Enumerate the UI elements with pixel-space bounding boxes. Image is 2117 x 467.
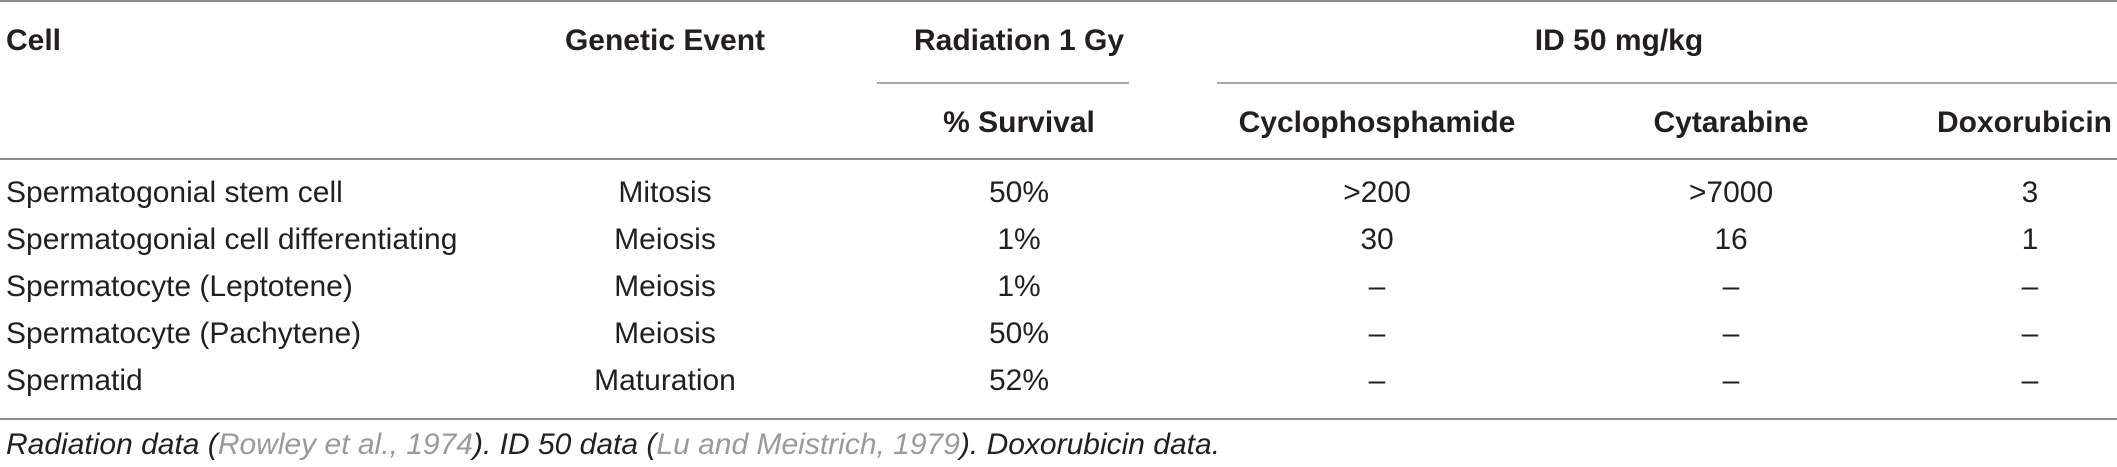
row-4-event: Meiosis bbox=[614, 317, 716, 350]
header-genetic-event: Genetic Event bbox=[564, 24, 766, 57]
header-bottom-rule bbox=[0, 158, 2117, 160]
row-4-cyclophosphamide: – bbox=[1368, 317, 1386, 350]
footnote-text-2: ). ID 50 data ( bbox=[472, 428, 657, 461]
row-4-doxorubicin: – bbox=[2021, 317, 2039, 350]
header-radiation: Radiation 1 Gy bbox=[913, 24, 1125, 57]
row-4-survival: 50% bbox=[988, 317, 1050, 350]
row-5-event: Maturation bbox=[594, 364, 736, 397]
row-2-event: Meiosis bbox=[614, 223, 716, 256]
header-cytarabine: Cytarabine bbox=[1653, 106, 1809, 139]
row-2-cell: Spermatogonial cell differentiating bbox=[6, 223, 458, 256]
row-3-doxorubicin: – bbox=[2021, 270, 2039, 303]
row-3-event: Meiosis bbox=[614, 270, 716, 303]
row-3-survival: 1% bbox=[997, 270, 1041, 303]
row-2-survival: 1% bbox=[997, 223, 1041, 256]
row-5-cytarabine: – bbox=[1722, 364, 1740, 397]
row-5-cyclophosphamide: – bbox=[1368, 364, 1386, 397]
table-bottom-rule bbox=[0, 418, 2117, 420]
id50-group-rule bbox=[1217, 82, 2117, 84]
footnote-reference-lu-meistrich[interactable]: Lu and Meistrich, 1979 bbox=[656, 428, 960, 461]
row-1-event: Mitosis bbox=[618, 176, 712, 209]
row-2-cytarabine: 16 bbox=[1714, 223, 1748, 256]
row-3-cyclophosphamide: – bbox=[1368, 270, 1386, 303]
row-1-survival: 50% bbox=[988, 176, 1050, 209]
table-top-rule bbox=[0, 0, 2117, 2]
row-4-cell: Spermatocyte (Pachytene) bbox=[6, 317, 362, 350]
footnote-text-3: ). Doxorubicin data. bbox=[959, 428, 1221, 461]
radiation-group-rule bbox=[877, 82, 1129, 84]
row-1-cyclophosphamide: >200 bbox=[1343, 176, 1411, 209]
row-4-cytarabine: – bbox=[1722, 317, 1740, 350]
header-survival: % Survival bbox=[943, 106, 1095, 139]
row-2-cyclophosphamide: 30 bbox=[1360, 223, 1394, 256]
header-id50: ID 50 mg/kg bbox=[1534, 24, 1704, 57]
row-3-cell: Spermatocyte (Leptotene) bbox=[6, 270, 353, 303]
table-footnote: Radiation data (Rowley et al., 1974). ID… bbox=[6, 428, 1220, 462]
header-cyclophosphamide: Cyclophosphamide bbox=[1238, 106, 1516, 139]
footnote-text-1: Radiation data ( bbox=[6, 428, 218, 461]
row-1-cell: Spermatogonial stem cell bbox=[6, 176, 343, 209]
row-5-cell: Spermatid bbox=[6, 364, 143, 397]
row-1-doxorubicin: 3 bbox=[2021, 176, 2039, 209]
header-cell: Cell bbox=[6, 24, 62, 57]
row-3-cytarabine: – bbox=[1722, 270, 1740, 303]
row-2-doxorubicin: 1 bbox=[2021, 223, 2039, 256]
footnote-reference-rowley[interactable]: Rowley et al., 1974 bbox=[217, 428, 473, 461]
row-5-doxorubicin: – bbox=[2021, 364, 2039, 397]
row-1-cytarabine: >7000 bbox=[1688, 176, 1774, 209]
header-doxorubicin: Doxorubicin bbox=[1936, 106, 2112, 139]
row-5-survival: 52% bbox=[988, 364, 1050, 397]
